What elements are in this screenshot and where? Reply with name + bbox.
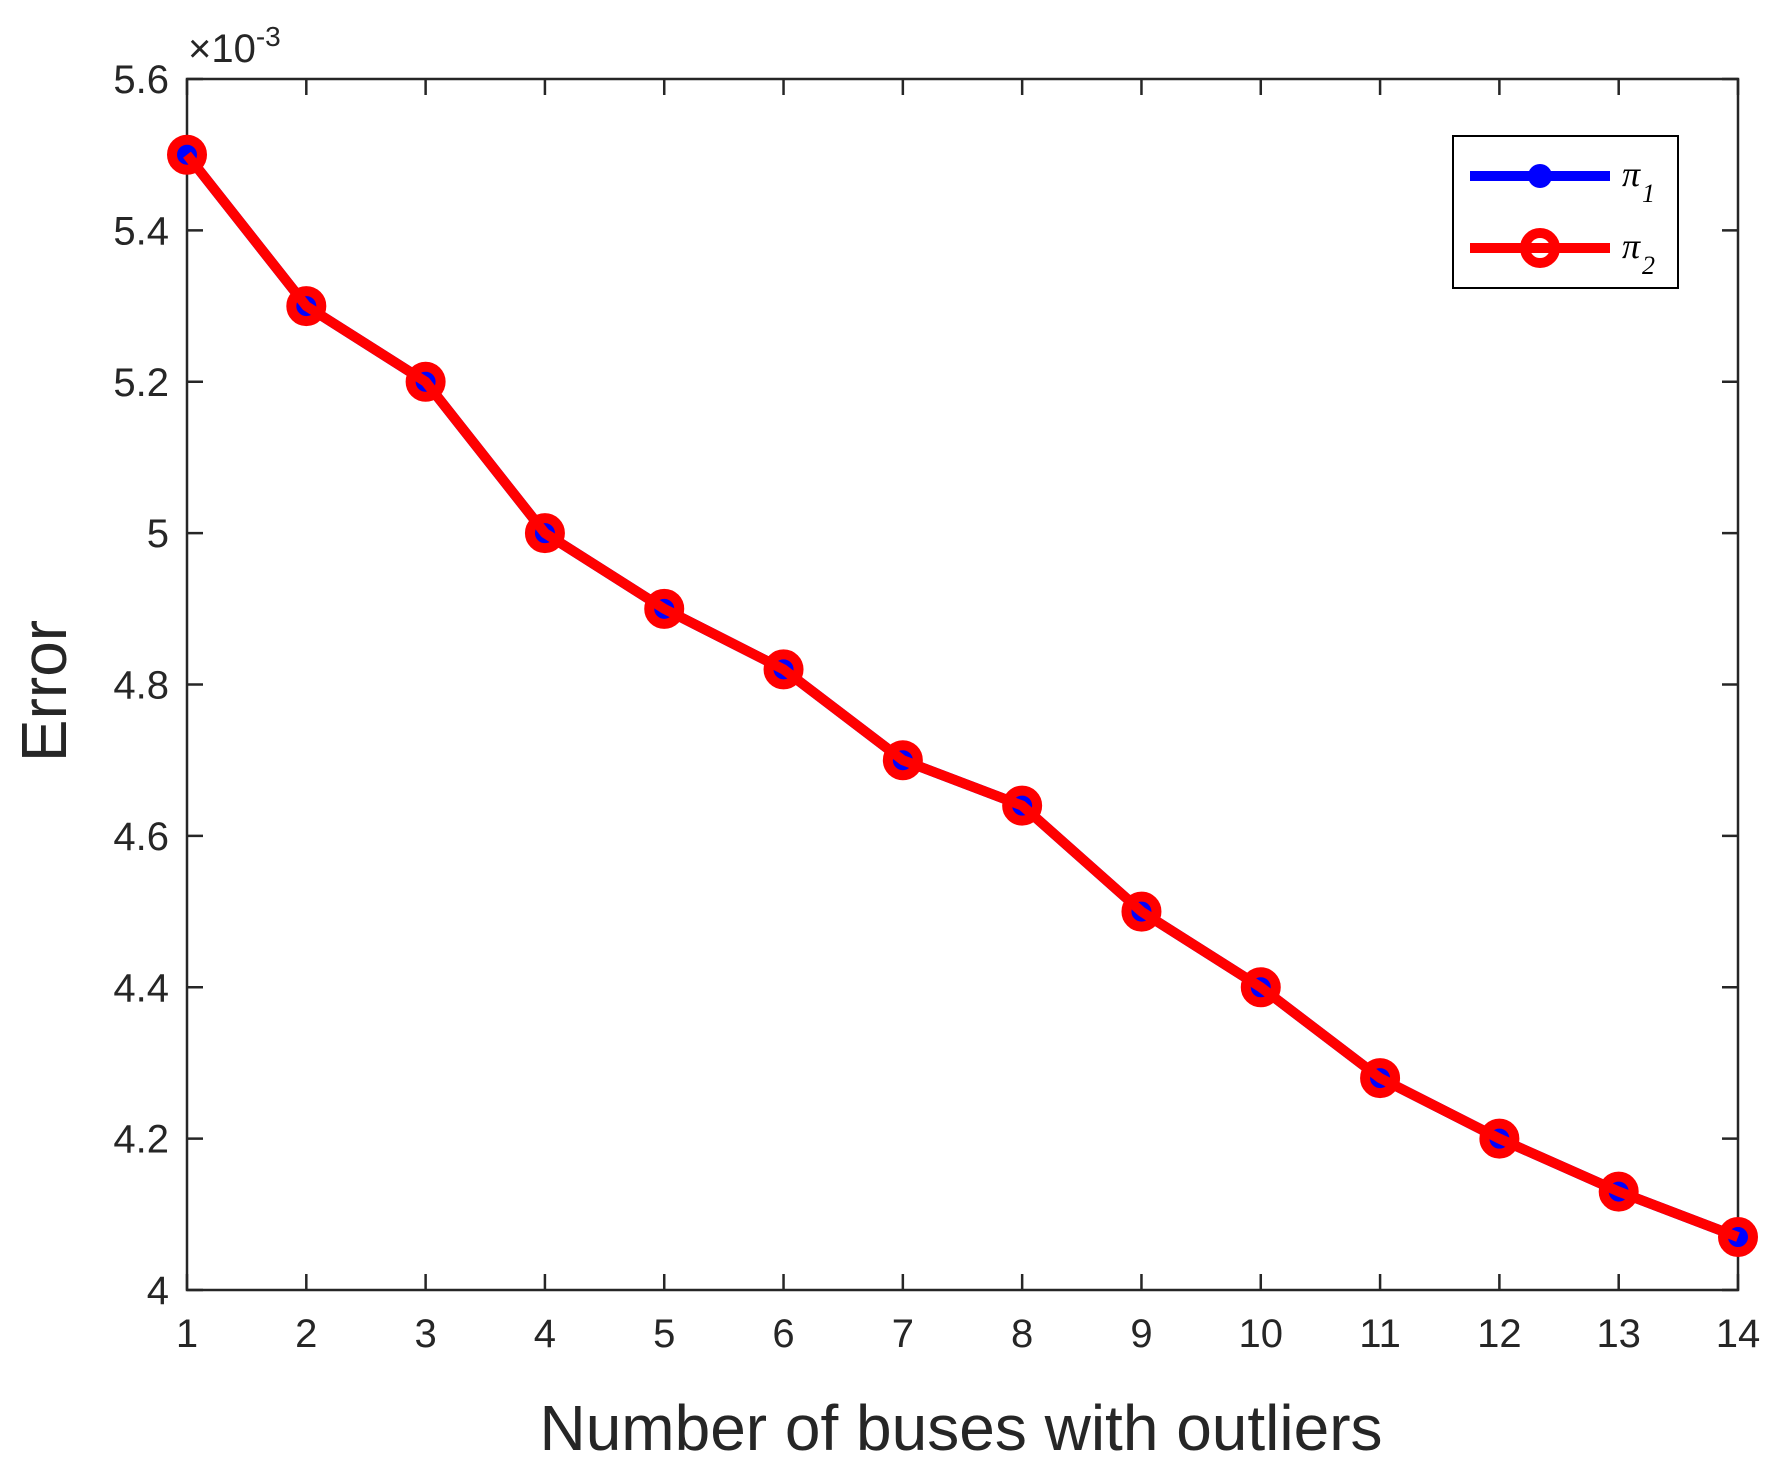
- data-point: [1718, 1217, 1758, 1258]
- legend-box: [1452, 135, 1679, 289]
- x-tick-label: 9: [1130, 1312, 1152, 1356]
- x-tick-label: 3: [414, 1312, 436, 1356]
- series-line: [183, 151, 1740, 1242]
- x-tick-label: 1: [176, 1312, 198, 1356]
- x-tick-label: 6: [772, 1312, 794, 1356]
- y-tick-label: 5: [147, 512, 169, 556]
- data-point: [167, 134, 207, 175]
- series-layer: [167, 134, 1758, 1258]
- legend-entry-pi1: π1: [1470, 154, 1655, 208]
- data-point: [763, 649, 804, 690]
- data-point: [524, 513, 565, 554]
- data-point: [882, 740, 923, 781]
- x-tick-label: 4: [534, 1312, 556, 1356]
- legend-entry-pi2: π2: [1470, 226, 1655, 280]
- y-tick-label: 4.8: [113, 664, 169, 708]
- y-axis-exponent: ×10-3: [188, 21, 281, 71]
- legend-marker-pi2: [1520, 228, 1560, 268]
- x-tick-label: 13: [1596, 1312, 1641, 1356]
- y-axis-title: Error: [8, 620, 80, 762]
- x-tick-label: 8: [1011, 1312, 1033, 1356]
- series-2: [167, 134, 1758, 1258]
- y-tick-label: 5.2: [113, 361, 169, 405]
- x-tick-label: 12: [1477, 1312, 1522, 1356]
- data-point: [644, 588, 685, 629]
- data-point: [286, 286, 327, 327]
- y-tick-label: 4: [147, 1269, 169, 1313]
- y-tick-label: 5.4: [113, 209, 169, 253]
- legend-marker-pi1: [1528, 164, 1552, 188]
- y-tick-label: 4.4: [113, 966, 169, 1010]
- x-tick-label: 14: [1716, 1312, 1761, 1356]
- data-point: [405, 361, 446, 402]
- x-tick-label: 11: [1359, 1312, 1401, 1356]
- x-axis-title: Number of buses with outliers: [539, 1392, 1382, 1464]
- data-point: [1360, 1058, 1401, 1099]
- x-tick-label: 10: [1239, 1312, 1284, 1356]
- legend: π1 π2: [1452, 135, 1679, 289]
- data-point: [1240, 967, 1281, 1008]
- data-point: [1479, 1118, 1520, 1159]
- data-point: [1121, 891, 1162, 932]
- y-tick-label: 4.6: [113, 815, 169, 859]
- x-tick-label: 7: [892, 1312, 914, 1356]
- data-point: [1598, 1171, 1639, 1212]
- data-point: [1002, 785, 1043, 826]
- x-tick-label: 5: [653, 1312, 675, 1356]
- y-tick-label: 5.6: [113, 58, 169, 102]
- y-tick-label: 4.2: [113, 1118, 169, 1162]
- x-tick-label: 2: [295, 1312, 317, 1356]
- legend-label-pi1: π1: [1622, 154, 1655, 208]
- axes: 1 2 3 4 5 6 7 8 9 10 11 12 13 1444.24.44.64.855.25.45…: [113, 58, 1760, 1356]
- legend-label-pi2: π2: [1622, 226, 1655, 280]
